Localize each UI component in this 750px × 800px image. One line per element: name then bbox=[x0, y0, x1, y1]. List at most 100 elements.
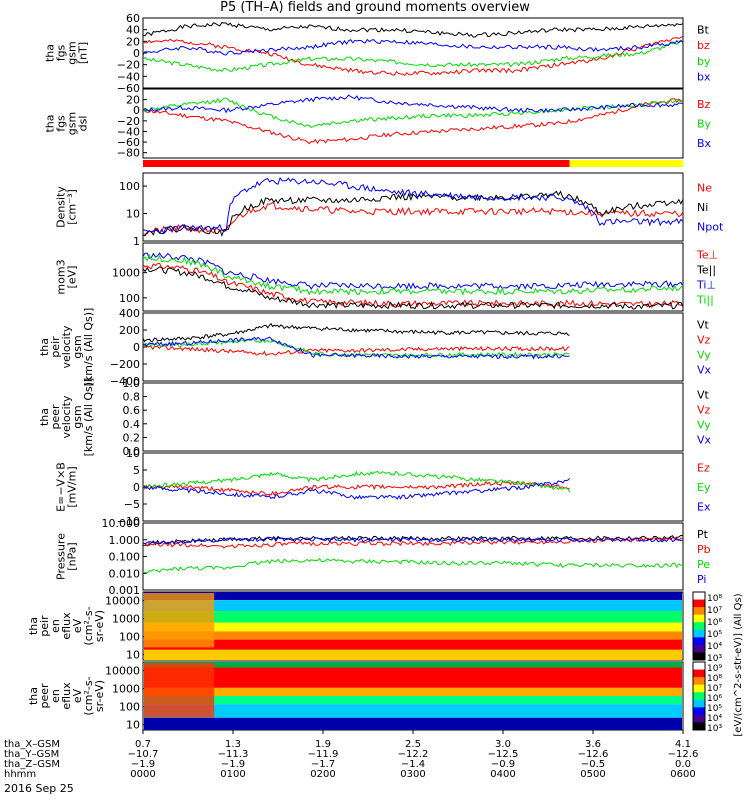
y-axis-label: peir bbox=[38, 615, 51, 637]
x-tick-label: −12.2 bbox=[398, 749, 429, 760]
legend-Pe: Pe bbox=[697, 558, 710, 571]
y-axis-label: eV bbox=[71, 618, 84, 633]
panel-frame-3 bbox=[142, 242, 684, 312]
x-tick-label: −1.7 bbox=[311, 759, 335, 770]
panel-frame-2 bbox=[142, 172, 684, 242]
series-line-Ez bbox=[142, 480, 570, 497]
colorbar-swatch bbox=[693, 669, 705, 678]
y-axis-label: tha bbox=[27, 617, 40, 635]
state-bar-yellow bbox=[569, 160, 683, 167]
x-tick-label: 0300 bbox=[400, 769, 425, 780]
legend-Pt: Pt bbox=[697, 528, 709, 541]
y-axis-label: sr-eV) bbox=[93, 610, 106, 642]
colorbar-swatch bbox=[693, 614, 705, 623]
spectrogram-band bbox=[144, 600, 682, 612]
series-line-Te|| bbox=[142, 266, 684, 310]
y-tick-label: 0 bbox=[133, 481, 140, 494]
y-axis-label: (cm²-s- bbox=[82, 606, 95, 645]
y-tick-label: 10 bbox=[126, 447, 140, 460]
colorbar-swatch bbox=[693, 714, 705, 723]
series-line-Vx bbox=[142, 336, 570, 360]
panel-frame-7 bbox=[142, 522, 684, 591]
y-tick-label: 200 bbox=[119, 324, 140, 337]
y-tick-label: 1 bbox=[133, 235, 140, 248]
y-tick-label: 0.8 bbox=[123, 391, 141, 404]
colorbar-tick-label: 10⁷ bbox=[707, 684, 722, 694]
date-label: 2016 Sep 25 bbox=[4, 782, 74, 795]
legend-Vx: Vx bbox=[697, 434, 712, 447]
spectrogram-band bbox=[144, 611, 682, 623]
legend-Ni: Ni bbox=[697, 201, 708, 214]
legend-Ti||: Ti|| bbox=[696, 294, 714, 307]
series-line-bx bbox=[142, 38, 684, 56]
y-axis-label: tha bbox=[38, 338, 51, 356]
legend-Ey: Ey bbox=[697, 481, 711, 494]
y-tick-label: −5 bbox=[124, 498, 140, 511]
y-tick-label: 1000 bbox=[112, 267, 140, 280]
y-tick-label: 100 bbox=[119, 631, 140, 644]
y-axis-label: peir bbox=[49, 336, 62, 358]
spectrogram-band bbox=[144, 593, 215, 648]
series-line-Ey bbox=[142, 470, 571, 493]
figure-title: P5 (TH–A) fields and ground moments over… bbox=[220, 0, 530, 15]
y-tick-label: 0 bbox=[133, 341, 140, 354]
x-tick-label: 2.5 bbox=[405, 739, 421, 750]
panel-frame-4 bbox=[142, 312, 684, 382]
colorbar-swatch bbox=[693, 699, 705, 708]
colorbar-swatch bbox=[693, 644, 705, 653]
x-tick-label: −1.4 bbox=[401, 759, 425, 770]
panel-frame-0 bbox=[142, 17, 684, 89]
legend-Bx: Bx bbox=[697, 137, 712, 150]
x-tick-label: −11.9 bbox=[308, 749, 339, 760]
y-axis-label: eflux bbox=[60, 682, 73, 710]
colorbar-swatch bbox=[693, 637, 705, 646]
spectrogram-band bbox=[144, 592, 682, 601]
spectrogram-band bbox=[144, 631, 682, 640]
colorbar-swatch bbox=[693, 692, 705, 701]
y-axis-label: Pressure bbox=[55, 533, 68, 580]
colorbar-tick-label: 10³ bbox=[707, 724, 722, 734]
y-axis-label: peer bbox=[38, 683, 51, 709]
panel-frame-6 bbox=[142, 452, 684, 522]
series-line-Bz bbox=[142, 98, 684, 145]
y-tick-label: 10 bbox=[126, 649, 140, 662]
legend-Bt: Bt bbox=[697, 24, 710, 37]
y-tick-label: −400 bbox=[110, 375, 140, 388]
y-axis-label: [eV] bbox=[66, 266, 79, 289]
y-axis-label: [cm⁻³] bbox=[66, 189, 79, 225]
legend-Ne: Ne bbox=[697, 182, 712, 195]
y-axis-label: tha bbox=[44, 114, 57, 132]
colorbar-swatch bbox=[693, 722, 705, 731]
colorbar-tick-label: 10⁵ bbox=[707, 630, 722, 640]
legend-Vz: Vz bbox=[697, 403, 711, 416]
y-tick-label: 0.010 bbox=[109, 567, 141, 580]
y-axis-label: dsl bbox=[77, 116, 90, 132]
y-axis-label: en bbox=[49, 619, 62, 633]
y-tick-label: 0.6 bbox=[123, 404, 141, 417]
y-tick-label: −200 bbox=[110, 358, 140, 371]
legend-Ex: Ex bbox=[697, 500, 711, 513]
x-tick-label: 0200 bbox=[310, 769, 335, 780]
legend-Vt: Vt bbox=[697, 318, 710, 331]
series-line-Ti|| bbox=[142, 253, 684, 296]
series-line-Vy bbox=[142, 338, 570, 359]
y-tick-label: 10.000 bbox=[102, 517, 141, 530]
legend-Pi: Pi bbox=[697, 573, 706, 586]
x-tick-label: −0.5 bbox=[581, 759, 605, 770]
series-line-Bx bbox=[142, 94, 683, 114]
y-axis-label: Density bbox=[55, 186, 68, 228]
colorbar-swatch bbox=[693, 622, 705, 631]
legend-by: by bbox=[697, 55, 711, 68]
y-axis-label: en bbox=[49, 689, 62, 703]
y-tick-label: 20 bbox=[126, 35, 140, 48]
spectrogram-band bbox=[144, 622, 682, 632]
y-tick-label: 10 bbox=[126, 719, 140, 732]
y-tick-label: 0.2 bbox=[123, 431, 141, 444]
x-tick-label: 1.9 bbox=[315, 739, 331, 750]
series-line-by bbox=[142, 39, 684, 72]
spectrogram-band bbox=[144, 704, 682, 718]
colorbar-swatch bbox=[693, 592, 705, 601]
y-tick-label: 10000 bbox=[105, 665, 140, 678]
legend-bz: bz bbox=[697, 39, 710, 52]
x-tick-label: 0100 bbox=[220, 769, 245, 780]
